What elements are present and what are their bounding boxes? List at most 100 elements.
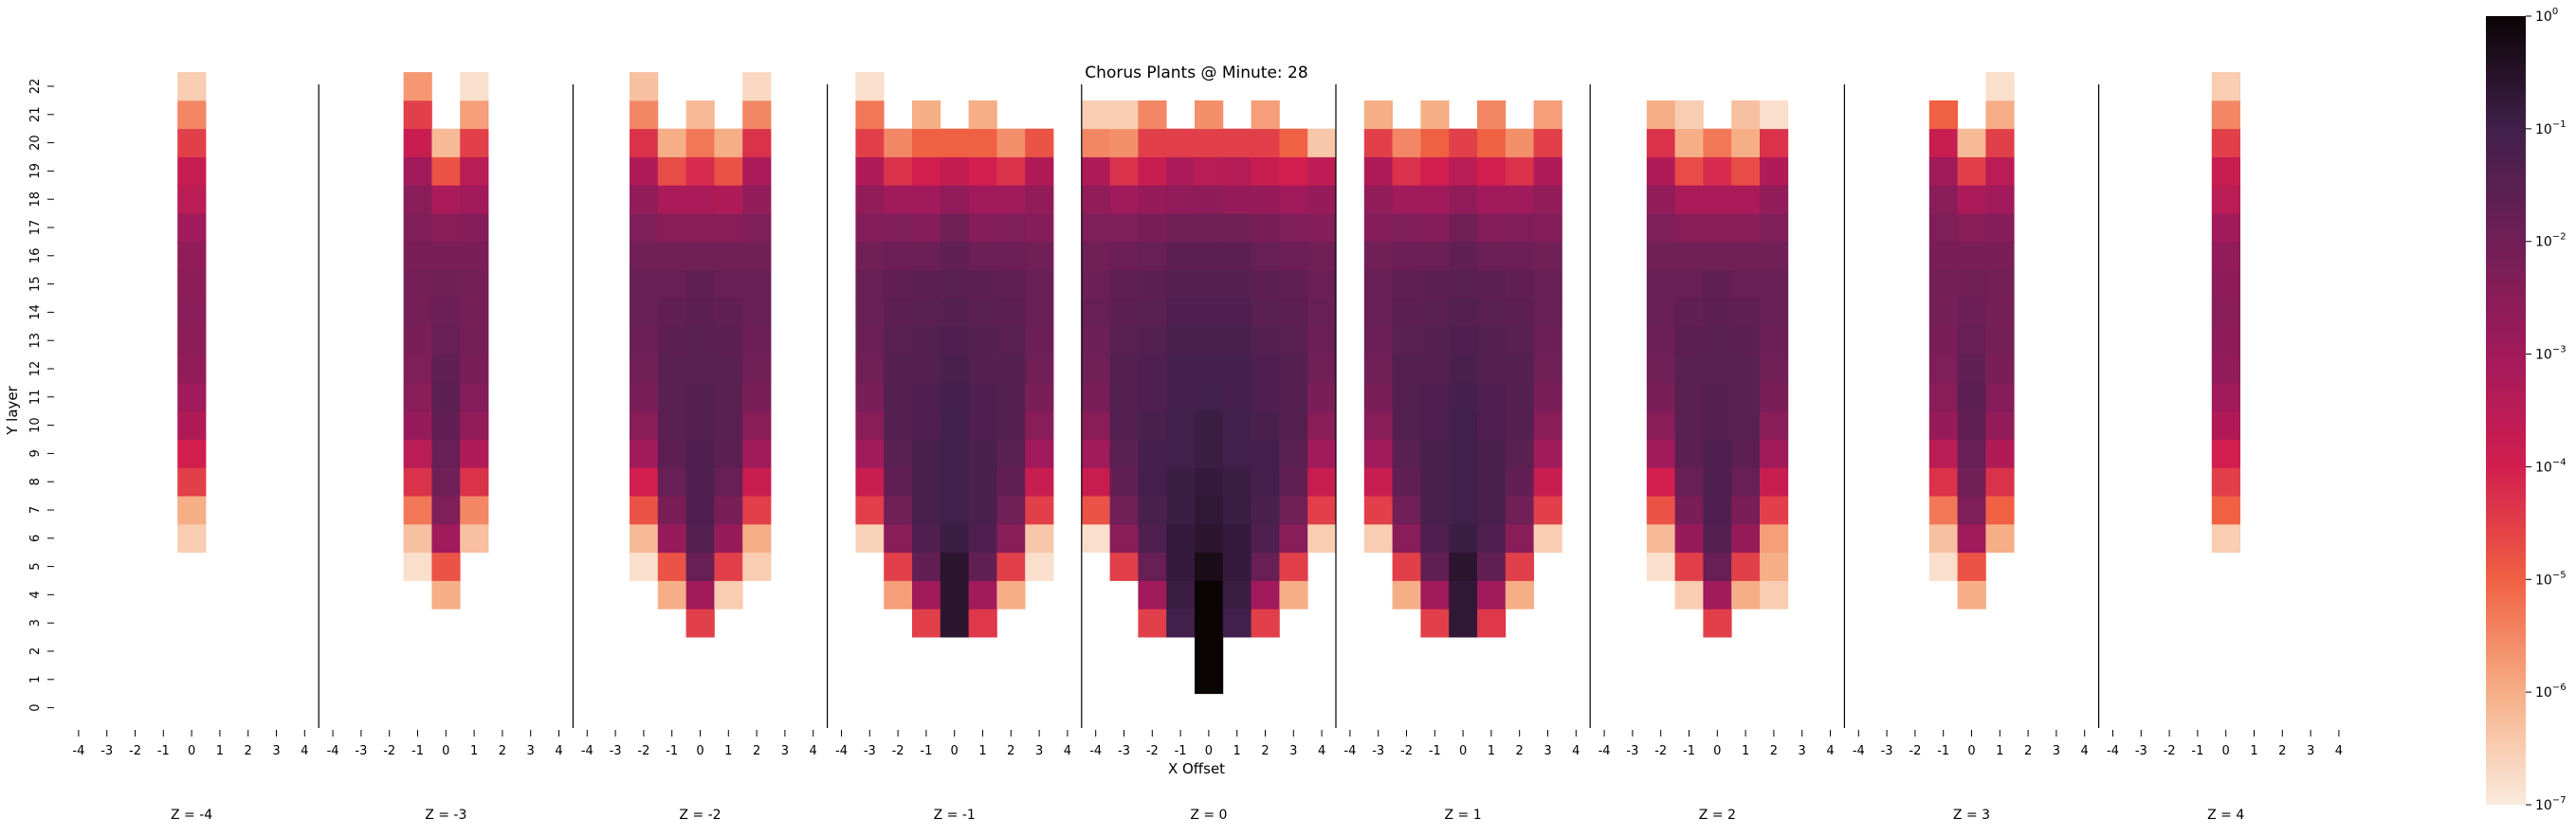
heatmap-cell [1477,241,1507,271]
heatmap-cell [996,298,1026,327]
heatmap-cell [1109,213,1139,243]
heatmap-cell [1449,128,1478,157]
heatmap-cell [403,241,432,271]
heatmap-cell [742,269,772,299]
heatmap-cell [1251,355,1280,384]
x-tick-label: -1 [920,744,932,758]
heatmap-cell [940,382,969,412]
heatmap-cell [1477,185,1507,214]
x-tick-label: 3 [1289,744,1297,758]
heatmap-cell [884,496,913,525]
heatmap-cell [403,128,432,157]
heatmap-cell [1731,523,1761,554]
heatmap-cell [431,382,461,412]
heatmap-cell [912,355,941,384]
heatmap-cell [1222,439,1251,468]
heatmap-cell [460,213,489,243]
heatmap-cell [1646,410,1675,440]
heatmap-cell [1420,523,1450,554]
heatmap-cell [460,382,489,412]
colorbar: 10−7 10−6 10−5 10−4 10−3 10−2 10−1 100 [2486,7,2567,813]
heatmap-cell [1985,439,2015,468]
heatmap-cell [1760,552,1789,581]
heatmap-cell [1025,552,1054,581]
heatmap-cell [1957,269,1986,299]
heatmap-cell [1533,213,1562,243]
heatmap-cell [1674,467,1704,497]
heatmap-cell [1222,523,1251,554]
heatmap-cell [177,100,207,130]
heatmap-cell [1138,382,1167,412]
colorbar-tick-label: 100 [2535,7,2558,25]
x-tick-label: -4 [1343,744,1356,758]
heatmap-cell [1760,355,1789,384]
heatmap-cell [2211,156,2240,186]
x-tick-label: 1 [216,744,224,758]
y-axis-label: Y layer [4,385,21,435]
heatmap-cell [1081,213,1110,243]
heatmap-cells [177,72,2240,695]
heatmap-cell [1731,382,1761,412]
heatmap-cell [1731,326,1761,355]
heatmap-cell [1025,269,1054,299]
heatmap-cell [1420,467,1450,497]
heatmap-cell [630,298,659,327]
heatmap-cell [968,382,997,412]
heatmap-cell [1957,128,1986,157]
heatmap-cell [1138,523,1167,554]
heatmap-cell [1505,269,1534,299]
heatmap-cell [630,269,659,299]
heatmap-cell [1505,298,1534,327]
heatmap-cell [714,156,743,186]
heatmap-cell [1109,326,1139,355]
heatmap-cell [2211,72,2240,101]
heatmap-cell [1222,580,1251,610]
heatmap-cell [1731,410,1761,440]
heatmap-cell [1081,241,1110,271]
heatmap-cell [884,185,913,214]
panel-label: Z = -3 [425,808,466,823]
x-tick-label: 0 [442,744,449,758]
heatmap-cell [1392,128,1421,157]
heatmap-cell [1449,241,1478,271]
heatmap-cell [1731,213,1761,243]
heatmap-cell [742,72,772,101]
heatmap-cell [1222,496,1251,525]
heatmap-cell [714,439,743,468]
y-tick-label: 16 [28,248,43,264]
heatmap-cell [460,467,489,497]
heatmap-cell [1449,439,1478,468]
heatmap-cell [1957,496,1986,525]
heatmap-cell [1307,523,1337,554]
heatmap-cell [1251,241,1280,271]
heatmap-cell [1928,241,1958,271]
heatmap-cell [1928,355,1958,384]
heatmap-cell [1279,128,1308,157]
heatmap-cell [1109,100,1139,130]
heatmap-cell [1928,100,1958,130]
y-tick-label: 0 [28,703,43,711]
heatmap-cell [1363,496,1393,525]
x-tick-label: -1 [2191,744,2203,758]
heatmap-cell [1195,523,1224,554]
heatmap-cell [1307,496,1337,525]
heatmap-cell [742,241,772,271]
heatmap-cell [460,298,489,327]
heatmap-cell [1477,496,1507,525]
panel-label: Z = 3 [1953,808,1990,823]
y-tick-label: 15 [28,276,43,292]
heatmap-cell [1674,213,1704,243]
heatmap-cell [912,609,941,638]
heatmap-cell [1138,128,1167,157]
y-tick-label: 14 [28,304,43,320]
heatmap-cell [1279,467,1308,497]
heatmap-cell [657,185,686,214]
heatmap-cell [1138,185,1167,214]
y-tick-label: 3 [28,619,43,627]
heatmap-cell [1251,326,1280,355]
x-tick-label: 4 [1318,744,1325,758]
heatmap-cell [1674,552,1704,581]
heatmap-cell [884,552,913,581]
x-tick-label: -2 [2164,744,2176,758]
heatmap-cell [855,496,885,525]
